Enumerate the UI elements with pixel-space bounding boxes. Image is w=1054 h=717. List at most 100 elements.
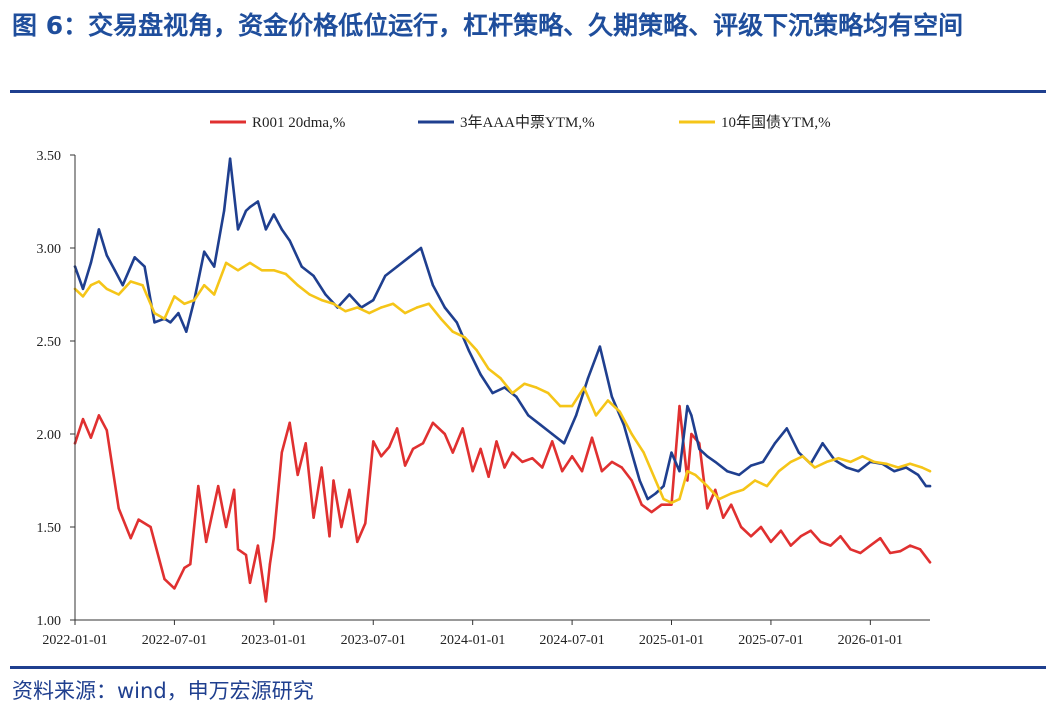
series-2-point [857,470,860,473]
series-3-point [193,298,196,302]
series-1-point [889,551,892,555]
x-tick-label: 2022-01-01 [42,633,107,648]
series-1-point [81,417,85,421]
legend-label-2: 3年AAA中票YTM,% [460,114,595,131]
series-3-point [89,284,93,287]
series-1-point [137,518,140,521]
y-tick-label: 3.00 [37,242,62,257]
series-3-point [153,311,156,315]
series-3-point [654,479,657,482]
series-3-point [777,470,781,473]
x-tick-label: 2026-01-01 [838,633,903,648]
x-tick-label: 2024-07-01 [539,633,604,648]
series-3-point [686,470,689,473]
series-1-point [163,577,166,581]
series-line-3 [73,261,932,505]
y-tick-label: 1.50 [37,521,62,536]
series-2-point [515,395,518,398]
series-2-point [213,265,216,268]
series-2-point [185,330,188,333]
series-2-point [785,427,788,430]
series-2-point [479,373,482,376]
series-1-point [256,544,260,547]
series-1-point [149,525,152,529]
series-1-point [272,537,275,540]
series-3-point [141,284,144,287]
series-3-point [475,349,478,352]
series-2-point [133,256,136,259]
series-3-point [451,330,454,333]
series-1-point [759,525,763,529]
series-2-point [698,447,701,451]
series-1-point [521,460,524,464]
series-2-point [455,321,458,324]
series-2-point [312,274,315,278]
series-2-point [662,484,665,488]
x-tick-label: 2025-07-01 [738,633,803,648]
series-layer [73,157,932,603]
series-1-point [928,561,932,564]
series-1-point [779,529,783,532]
series-1-point [620,466,623,469]
series-1-point [678,404,681,408]
series-1-point [630,479,633,482]
series-3-point [741,488,745,491]
series-1-point [541,466,544,469]
legend-label-1: R001 20dma,% [252,115,345,131]
x-tick-label: 2024-01-01 [440,633,505,648]
series-2-point [690,414,693,417]
series-1-point [503,466,506,469]
series-2-point [272,213,275,216]
series-3-point [403,311,407,315]
series-2-point [539,423,542,426]
series-2-point [467,349,470,352]
series-1-point [918,548,922,551]
x-tick-label: 2023-01-01 [241,633,306,648]
series-1-point [739,525,743,529]
series-3-point [236,269,240,272]
series-2-point [280,228,283,231]
series-2-point [228,157,232,160]
series-1-point [205,540,208,544]
series-1-point [443,432,446,436]
series-1-point [288,421,291,424]
series-2-point [737,473,741,477]
series-2-point [924,484,928,488]
series-2-point [654,492,657,495]
series-1-point [224,525,228,529]
series-1-point [809,529,812,532]
series-2-point [821,442,824,445]
series-2-point [761,460,765,464]
series-2-point [610,395,614,398]
series-2-point [562,442,566,445]
y-tick-label: 3.50 [37,149,62,164]
series-1-point [879,537,882,540]
series-2-point [893,470,896,473]
series-1-point [749,535,753,538]
series-3-point [117,293,120,296]
series-1-point [714,488,717,491]
series-3-point [332,302,335,305]
series-3-point [183,302,186,305]
series-2-point [431,284,435,287]
series-2-point [443,306,446,309]
series-2-point [586,377,590,380]
series-3-point [213,293,216,296]
x-tick-label: 2022-07-01 [142,633,207,648]
series-1-point [859,551,862,555]
series-2-point [177,311,180,315]
series-1-point [129,537,132,540]
series-1-point [799,535,802,538]
series-3-point [380,306,383,309]
series-1-point [899,550,902,553]
series-3-point [81,295,85,298]
series-3-point [97,280,101,283]
series-2-point [419,246,423,250]
series-3-point [547,391,550,395]
series-1-point [561,470,564,473]
series-2-point [89,261,93,265]
chart-legend: R001 20dma,% 3年AAA中票YTM,% 10年国债YTM,% [210,114,831,131]
series-3-point [368,311,371,315]
source-note: 资料来源：wind，申万宏源研究 [12,679,314,703]
series-3-point [873,460,876,464]
